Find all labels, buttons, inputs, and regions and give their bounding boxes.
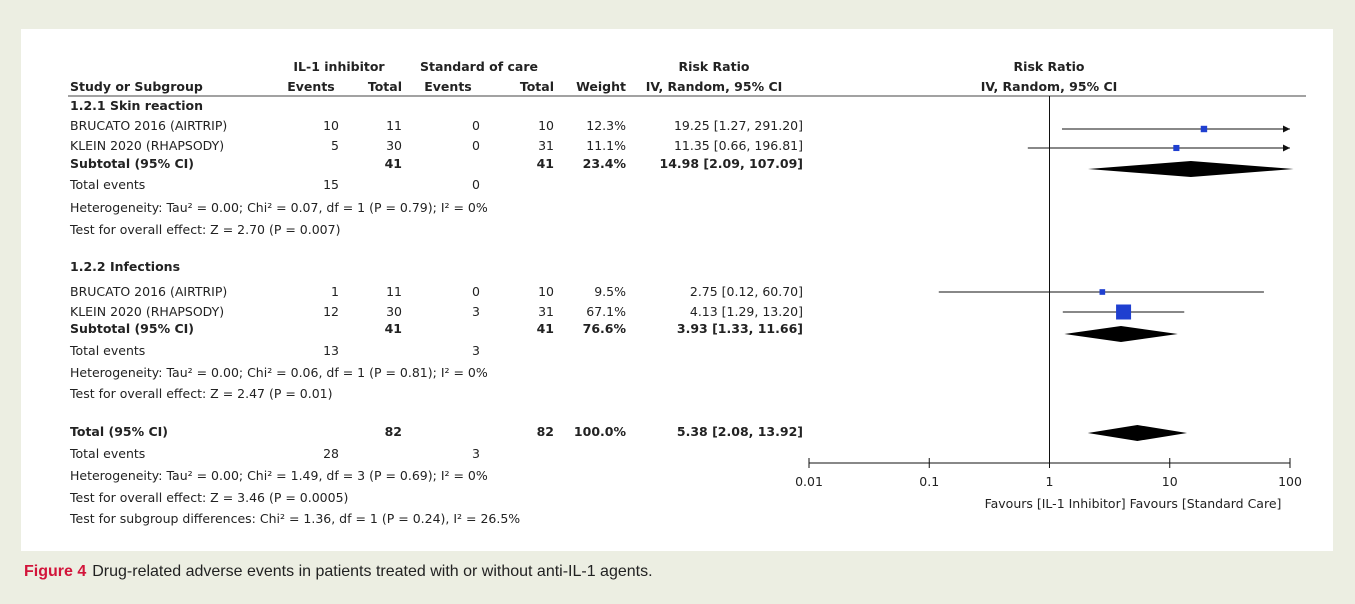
total-label: Total (95% CI) xyxy=(70,424,168,439)
risk-ratio-cell: 11.35 [0.66, 196.81] xyxy=(674,138,803,153)
study-square xyxy=(1099,289,1106,295)
subtotal-label: Subtotal (95% CI) xyxy=(70,156,194,171)
figure-panel: IL-1 inhibitor Standard of care Risk Ratio… xyxy=(21,29,1333,551)
ctrl-events-cell: 3 xyxy=(472,304,480,319)
exp-total-cell: 30 xyxy=(386,138,402,153)
risk-ratio-cell: 2.75 [0.12, 60.70] xyxy=(690,284,803,299)
ctrl-events-cell: 0 xyxy=(472,284,480,299)
header-il1-inhibitor: IL-1 inhibitor xyxy=(293,59,385,74)
total-events-exp: 15 xyxy=(323,177,339,192)
total-weight: 100.0% xyxy=(574,424,627,439)
footer-statistic: Test for overall effect: Z = 3.46 (P = 0… xyxy=(69,490,348,505)
header-plot-method: IV, Random, 95% CI xyxy=(981,79,1118,94)
ctrl-total-cell: 31 xyxy=(538,138,554,153)
forest-plot: IL-1 inhibitor Standard of care Risk Ratio… xyxy=(68,59,1306,526)
footer-statistic: Heterogeneity: Tau² = 0.00; Chi² = 1.49,… xyxy=(70,468,488,483)
exp-events-cell: 1 xyxy=(331,284,339,299)
subtotal-label: Subtotal (95% CI) xyxy=(70,321,194,336)
ctrl-total-cell: 10 xyxy=(538,284,554,299)
overall-effect-text: Test for overall effect: Z = 2.47 (P = 0… xyxy=(69,386,333,401)
study-name: BRUCATO 2016 (AIRTRIP) xyxy=(70,284,227,299)
weight-cell: 9.5% xyxy=(594,284,626,299)
header-events-ctrl: Events xyxy=(424,79,471,94)
total-risk-ratio: 5.38 [2.08, 13.92] xyxy=(677,424,803,439)
footer-statistic: Test for subgroup differences: Chi² = 1.… xyxy=(69,511,520,526)
total-events-ctrl: 0 xyxy=(472,177,480,192)
x-axis-tick-label: 0.1 xyxy=(919,474,939,489)
total-ctrl-total: 82 xyxy=(537,424,554,439)
subgroup-title: 1.2.2 Infections xyxy=(70,259,180,274)
exp-events-cell: 5 xyxy=(331,138,339,153)
header-plot-risk-ratio: Risk Ratio xyxy=(1014,59,1085,74)
weight-cell: 11.1% xyxy=(586,138,626,153)
caption-text: Drug-related adverse events in patients … xyxy=(92,563,653,580)
grand-total-events-exp: 28 xyxy=(323,446,339,461)
ctrl-events-cell: 0 xyxy=(472,138,480,153)
total-events-exp: 13 xyxy=(323,343,339,358)
total-events-ctrl: 3 xyxy=(472,343,480,358)
subtotal-weight: 76.6% xyxy=(583,321,627,336)
study-square xyxy=(1116,304,1132,320)
subtotal-ctrl-total: 41 xyxy=(537,321,554,336)
header-method: IV, Random, 95% CI xyxy=(646,79,783,94)
heterogeneity-text: Heterogeneity: Tau² = 0.00; Chi² = 0.07,… xyxy=(70,200,488,215)
exp-total-cell: 30 xyxy=(386,304,402,319)
study-square xyxy=(1200,125,1208,133)
header-study: Study or Subgroup xyxy=(70,79,203,94)
subtotal-risk-ratio: 14.98 [2.09, 107.09] xyxy=(660,156,804,171)
header-total-ctrl: Total xyxy=(520,79,554,94)
header-risk-ratio: Risk Ratio xyxy=(679,59,750,74)
heterogeneity-text: Heterogeneity: Tau² = 0.00; Chi² = 0.06,… xyxy=(70,365,488,380)
figure-label: Figure 4 xyxy=(24,563,87,580)
subtotal-exp-total: 41 xyxy=(385,156,402,171)
ctrl-total-cell: 10 xyxy=(538,118,554,133)
pooled-diamond xyxy=(1087,161,1294,177)
risk-ratio-cell: 4.13 [1.29, 13.20] xyxy=(690,304,803,319)
risk-ratio-cell: 19.25 [1.27, 291.20] xyxy=(674,118,803,133)
favours-label: Favours [IL-1 Inhibitor] Favours [Standa… xyxy=(985,496,1282,511)
study-name: KLEIN 2020 (RHAPSODY) xyxy=(70,138,224,153)
subtotal-ctrl-total: 41 xyxy=(537,156,554,171)
header-standard-of-care: Standard of care xyxy=(420,59,538,74)
subgroup-title: 1.2.1 Skin reaction xyxy=(70,98,203,113)
x-axis-tick-label: 0.01 xyxy=(795,474,823,489)
pooled-diamond xyxy=(1087,425,1188,441)
grand-total-events-ctrl: 3 xyxy=(472,446,480,461)
header-events-exp: Events xyxy=(287,79,334,94)
weight-cell: 12.3% xyxy=(586,118,626,133)
header-weight: Weight xyxy=(576,79,626,94)
grand-total-events-label: Total events xyxy=(69,446,145,461)
study-square xyxy=(1173,144,1180,152)
x-axis-tick-label: 100 xyxy=(1278,474,1302,489)
exp-total-cell: 11 xyxy=(386,284,402,299)
figure-caption: Figure 4 Drug-related adverse events in p… xyxy=(24,563,653,581)
subtotal-weight: 23.4% xyxy=(583,156,627,171)
exp-events-cell: 12 xyxy=(323,304,339,319)
weight-cell: 67.1% xyxy=(586,304,626,319)
ctrl-total-cell: 31 xyxy=(538,304,554,319)
study-name: KLEIN 2020 (RHAPSODY) xyxy=(70,304,224,319)
study-name: BRUCATO 2016 (AIRTRIP) xyxy=(70,118,227,133)
ci-arrow xyxy=(1283,125,1290,133)
subtotal-exp-total: 41 xyxy=(385,321,402,336)
total-events-label: Total events xyxy=(69,343,145,358)
overall-effect-text: Test for overall effect: Z = 2.70 (P = 0… xyxy=(69,222,340,237)
ctrl-events-cell: 0 xyxy=(472,118,480,133)
x-axis-tick-label: 10 xyxy=(1162,474,1178,489)
x-axis-tick-label: 1 xyxy=(1046,474,1054,489)
total-exp-total: 82 xyxy=(385,424,402,439)
exp-events-cell: 10 xyxy=(323,118,339,133)
subtotal-risk-ratio: 3.93 [1.33, 11.66] xyxy=(677,321,803,336)
total-events-label: Total events xyxy=(69,177,145,192)
exp-total-cell: 11 xyxy=(386,118,402,133)
header-total-exp: Total xyxy=(368,79,402,94)
pooled-diamond xyxy=(1064,326,1178,342)
ci-arrow xyxy=(1283,144,1290,152)
